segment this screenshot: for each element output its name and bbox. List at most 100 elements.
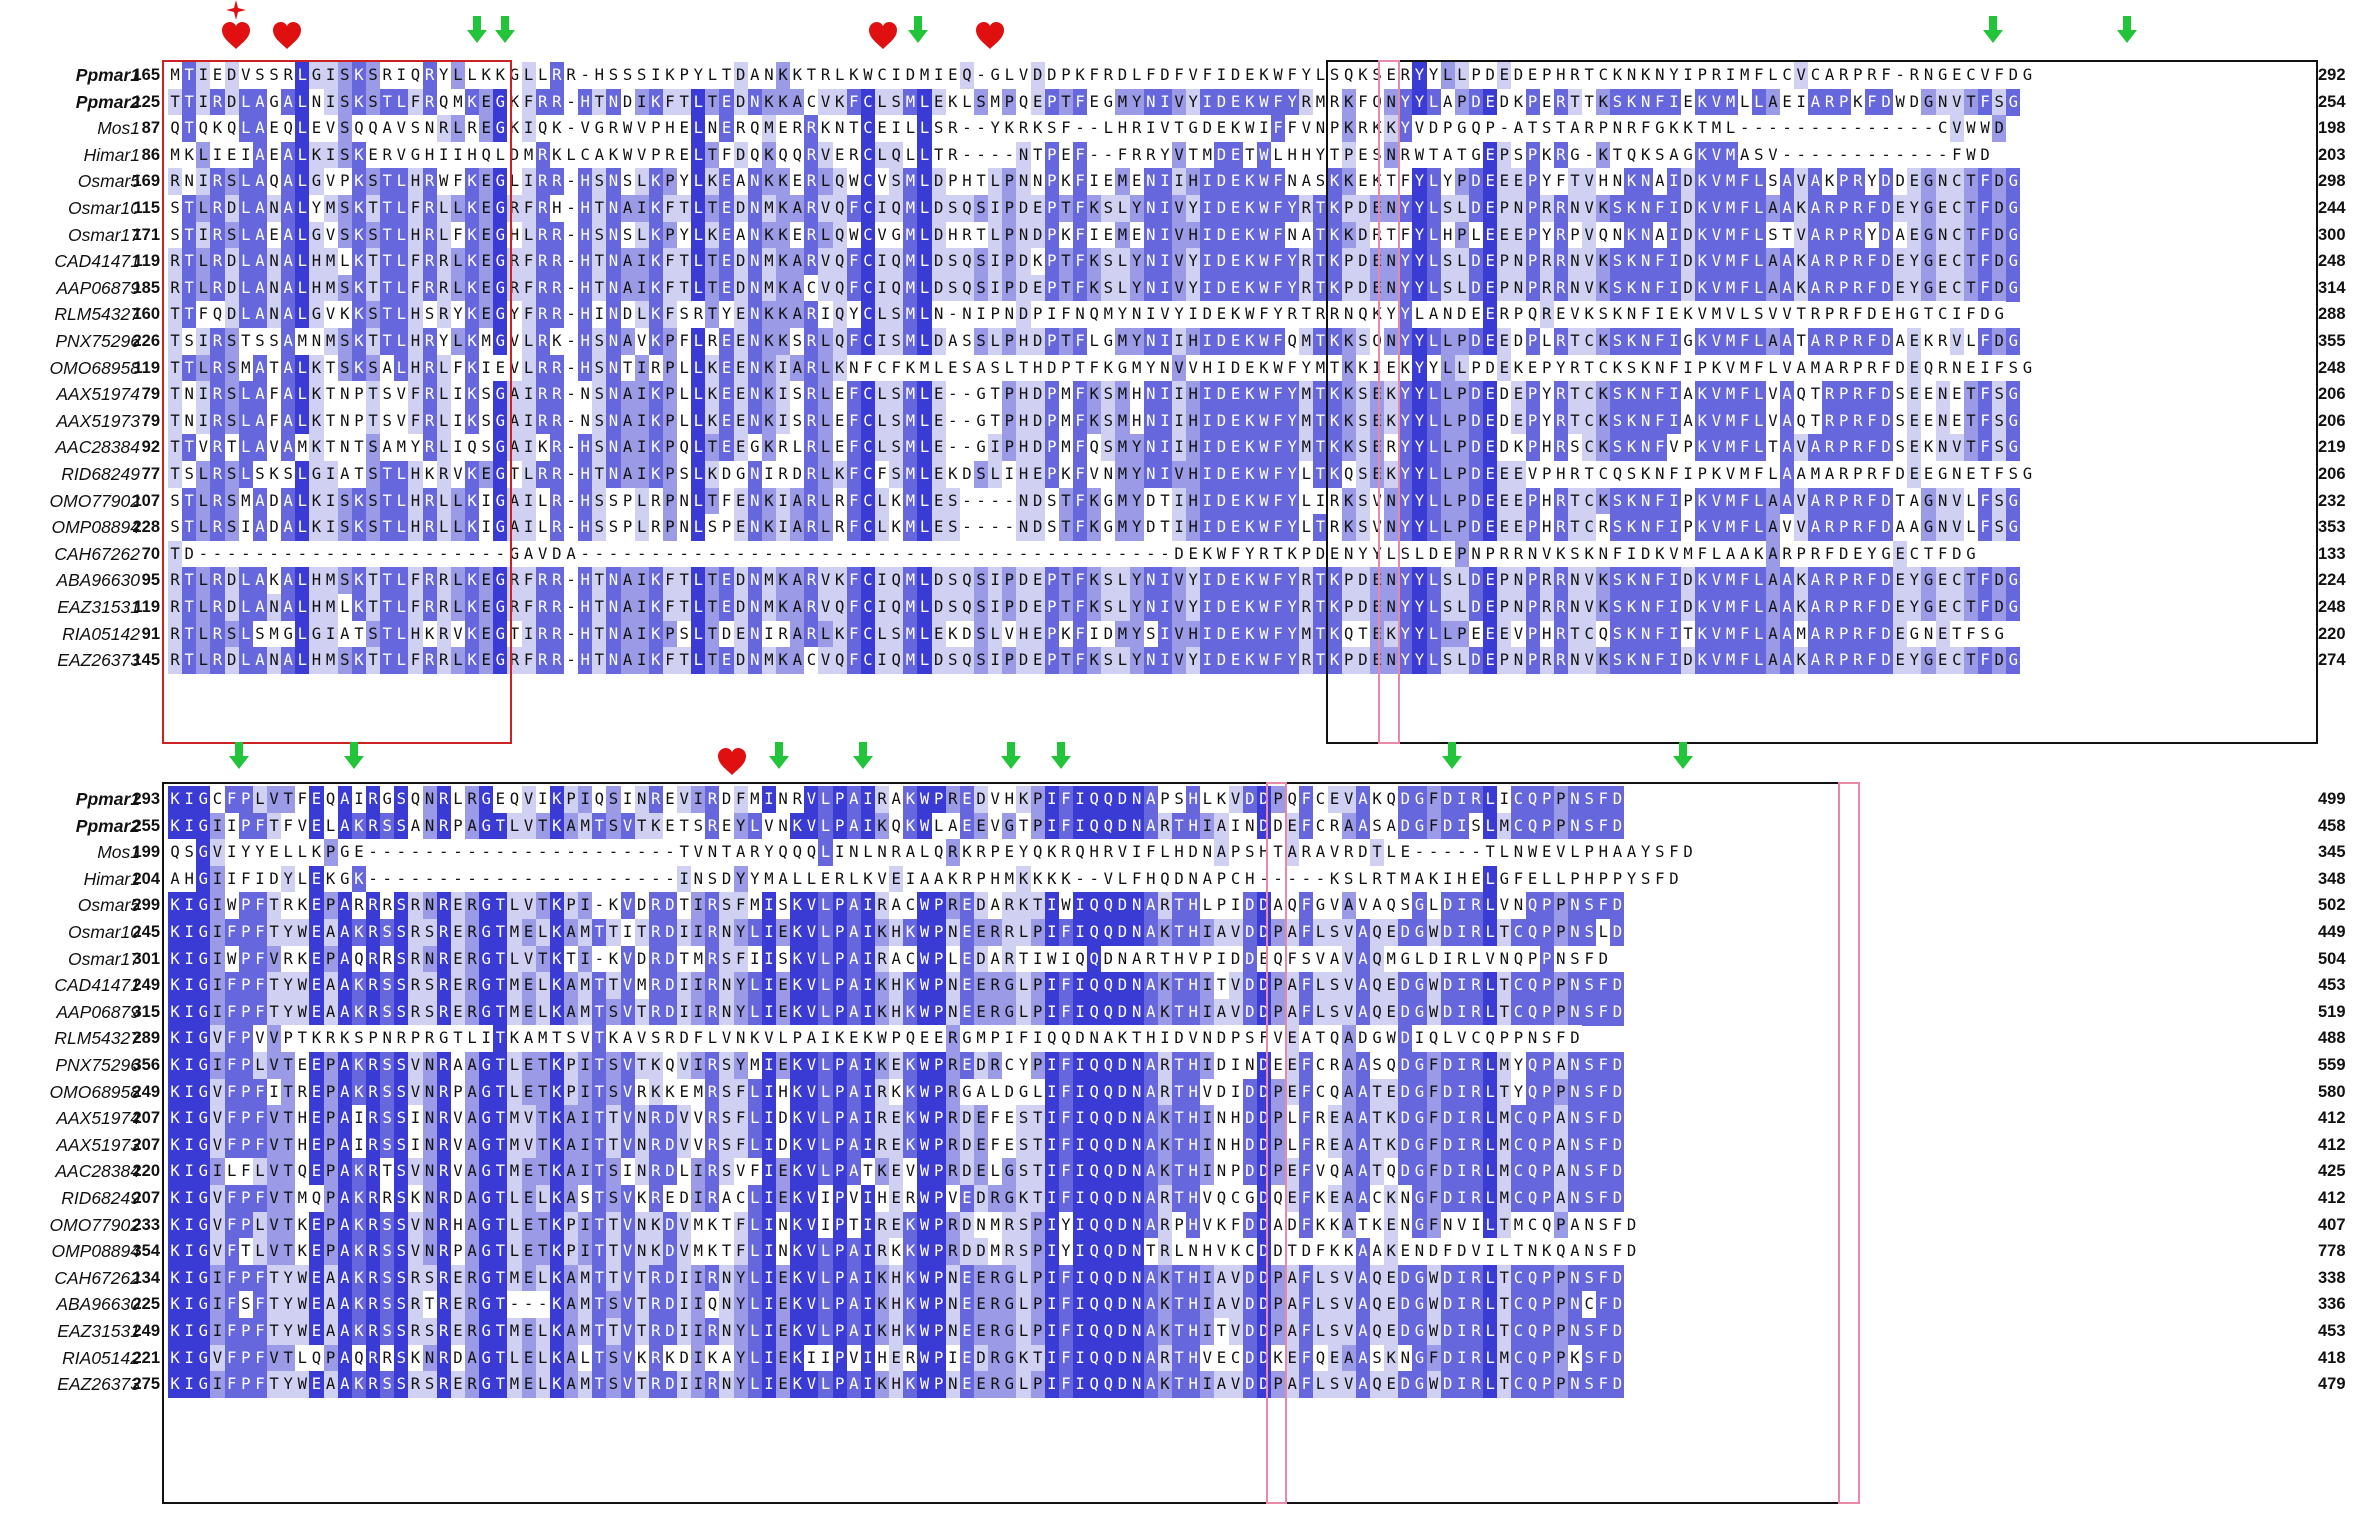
residue: I <box>1044 786 1059 813</box>
residue: L <box>252 786 267 813</box>
residue: F <box>224 998 239 1026</box>
residue: T <box>1058 647 1073 675</box>
residue: E <box>776 1158 791 1186</box>
residue: M <box>535 1025 550 1053</box>
residue: I <box>860 998 876 1026</box>
residue: M <box>1313 354 1328 382</box>
residue: M <box>1723 221 1738 249</box>
end-position: 504 <box>2318 949 2346 968</box>
residue: L <box>875 301 890 329</box>
residue: D <box>1468 195 1484 222</box>
residue: F <box>662 647 678 675</box>
residue: - <box>592 865 607 893</box>
residue: L <box>818 461 833 488</box>
residue: E <box>1483 328 1498 355</box>
start-position: 249 <box>132 976 160 995</box>
residue: A <box>168 865 183 893</box>
residue: V <box>450 461 465 488</box>
residue: K <box>549 892 564 920</box>
residue: N <box>606 88 621 116</box>
end-position: 449 <box>2318 923 2346 941</box>
residue: - <box>436 839 451 867</box>
residue: A <box>1765 248 1781 276</box>
residue: T <box>1242 141 1257 169</box>
residue: D <box>1115 1105 1130 1133</box>
sequence-name: Mos1 <box>97 842 140 863</box>
residue: F <box>1978 567 1993 595</box>
residue: T <box>1058 567 1073 595</box>
residue: T <box>1963 567 1978 595</box>
residue: F <box>1596 786 1611 813</box>
residue: F <box>521 88 536 116</box>
residue: M <box>1723 248 1738 276</box>
residue: N <box>1384 328 1399 355</box>
residue: F <box>1978 514 1993 542</box>
residue: N <box>1341 540 1356 568</box>
residue: K <box>1327 248 1342 276</box>
residue: V <box>620 1078 635 1106</box>
residue: S <box>1992 88 2007 116</box>
residue: D <box>1893 461 1908 488</box>
residue: R <box>210 647 225 675</box>
residue: L <box>917 434 932 462</box>
residue: M <box>238 354 253 382</box>
residue: M <box>761 594 777 621</box>
residue: M <box>1129 354 1144 382</box>
residue: G <box>1921 567 1936 595</box>
residue: W <box>917 972 932 1000</box>
residue: D <box>931 274 946 302</box>
residue: M <box>1299 434 1314 462</box>
residue: K <box>832 567 847 595</box>
residue: K <box>1327 168 1342 196</box>
residue: Y <box>1398 248 1413 276</box>
residue: D <box>1681 594 1696 621</box>
residue: F <box>1864 620 1880 648</box>
residue: D <box>1256 1105 1271 1133</box>
residue: C <box>1582 620 1597 648</box>
start-position: 160 <box>132 305 160 324</box>
residue: K <box>903 1131 918 1159</box>
residue: R <box>1002 945 1017 973</box>
residue: T <box>182 620 197 648</box>
residue: K <box>662 62 678 89</box>
residue: T <box>493 1078 508 1106</box>
residue: N <box>182 407 197 435</box>
residue: E <box>1369 434 1385 462</box>
residue: W <box>1256 168 1271 196</box>
residue: H <box>1553 62 1568 89</box>
residue: E <box>1963 461 1978 488</box>
residue: P <box>1836 567 1851 595</box>
residue: V <box>634 115 649 143</box>
residue: T <box>677 812 692 840</box>
start-position: 169 <box>132 172 160 191</box>
residue: M <box>1511 1211 1526 1239</box>
residue: N <box>1242 812 1257 840</box>
residue: F <box>1228 540 1243 568</box>
residue: L <box>323 812 338 840</box>
residue: Q <box>507 786 522 813</box>
residue: I <box>832 839 847 867</box>
residue: E <box>931 514 946 542</box>
residue: M <box>903 195 918 222</box>
residue: H <box>578 461 593 488</box>
residue: W <box>1384 1025 1399 1053</box>
residue: I <box>1666 88 1682 116</box>
residue: L <box>1751 434 1766 462</box>
residue: K <box>168 1185 183 1212</box>
residue: V <box>620 945 635 973</box>
residue: - <box>1907 141 1922 169</box>
residue: I <box>1454 1131 1469 1159</box>
residue: E <box>662 786 678 813</box>
residue: D <box>1285 1211 1300 1239</box>
residue: R <box>549 248 564 276</box>
residue: K <box>1369 1211 1385 1239</box>
residue: T <box>493 945 508 973</box>
residue: H <box>309 274 324 302</box>
residue: E <box>1949 407 1964 435</box>
residue: A <box>1355 786 1370 813</box>
residue: L <box>295 514 310 542</box>
residue: R <box>1850 381 1865 409</box>
residue: R <box>945 839 960 867</box>
residue: I <box>1412 1025 1427 1053</box>
